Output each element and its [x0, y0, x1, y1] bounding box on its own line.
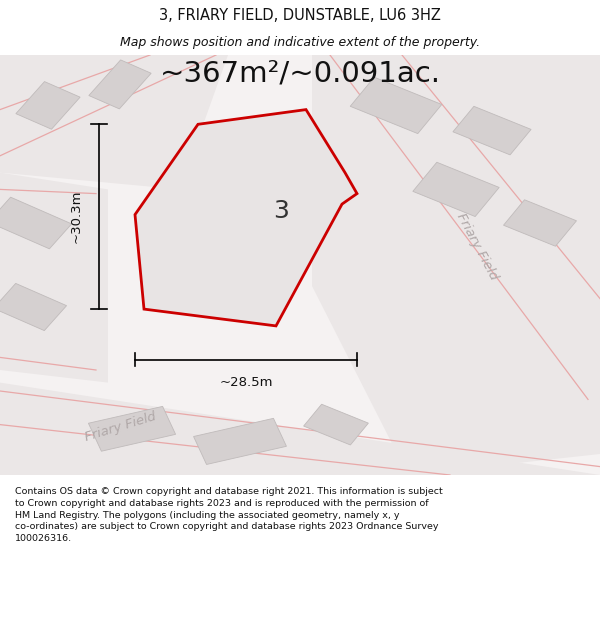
- Polygon shape: [0, 173, 108, 382]
- Polygon shape: [89, 60, 151, 109]
- Polygon shape: [350, 78, 442, 134]
- Polygon shape: [135, 109, 357, 326]
- Polygon shape: [16, 82, 80, 129]
- Polygon shape: [0, 197, 71, 249]
- Text: Friary Field: Friary Field: [83, 409, 157, 444]
- Polygon shape: [312, 55, 600, 475]
- Polygon shape: [0, 283, 67, 331]
- Polygon shape: [503, 200, 577, 246]
- Polygon shape: [0, 55, 228, 189]
- Text: 3: 3: [273, 199, 289, 223]
- Polygon shape: [194, 418, 286, 464]
- Text: ~28.5m: ~28.5m: [219, 376, 273, 389]
- Polygon shape: [88, 406, 176, 451]
- Polygon shape: [304, 404, 368, 445]
- Text: ~367m²/~0.091ac.: ~367m²/~0.091ac.: [160, 60, 440, 88]
- Polygon shape: [413, 162, 499, 216]
- Text: ~30.3m: ~30.3m: [70, 190, 83, 244]
- Polygon shape: [0, 382, 600, 496]
- Text: 3, FRIARY FIELD, DUNSTABLE, LU6 3HZ: 3, FRIARY FIELD, DUNSTABLE, LU6 3HZ: [159, 8, 441, 23]
- Text: Friary Field: Friary Field: [454, 211, 500, 282]
- Polygon shape: [0, 55, 600, 475]
- Text: Contains OS data © Crown copyright and database right 2021. This information is : Contains OS data © Crown copyright and d…: [15, 487, 443, 543]
- Text: Map shows position and indicative extent of the property.: Map shows position and indicative extent…: [120, 36, 480, 49]
- Polygon shape: [453, 106, 531, 155]
